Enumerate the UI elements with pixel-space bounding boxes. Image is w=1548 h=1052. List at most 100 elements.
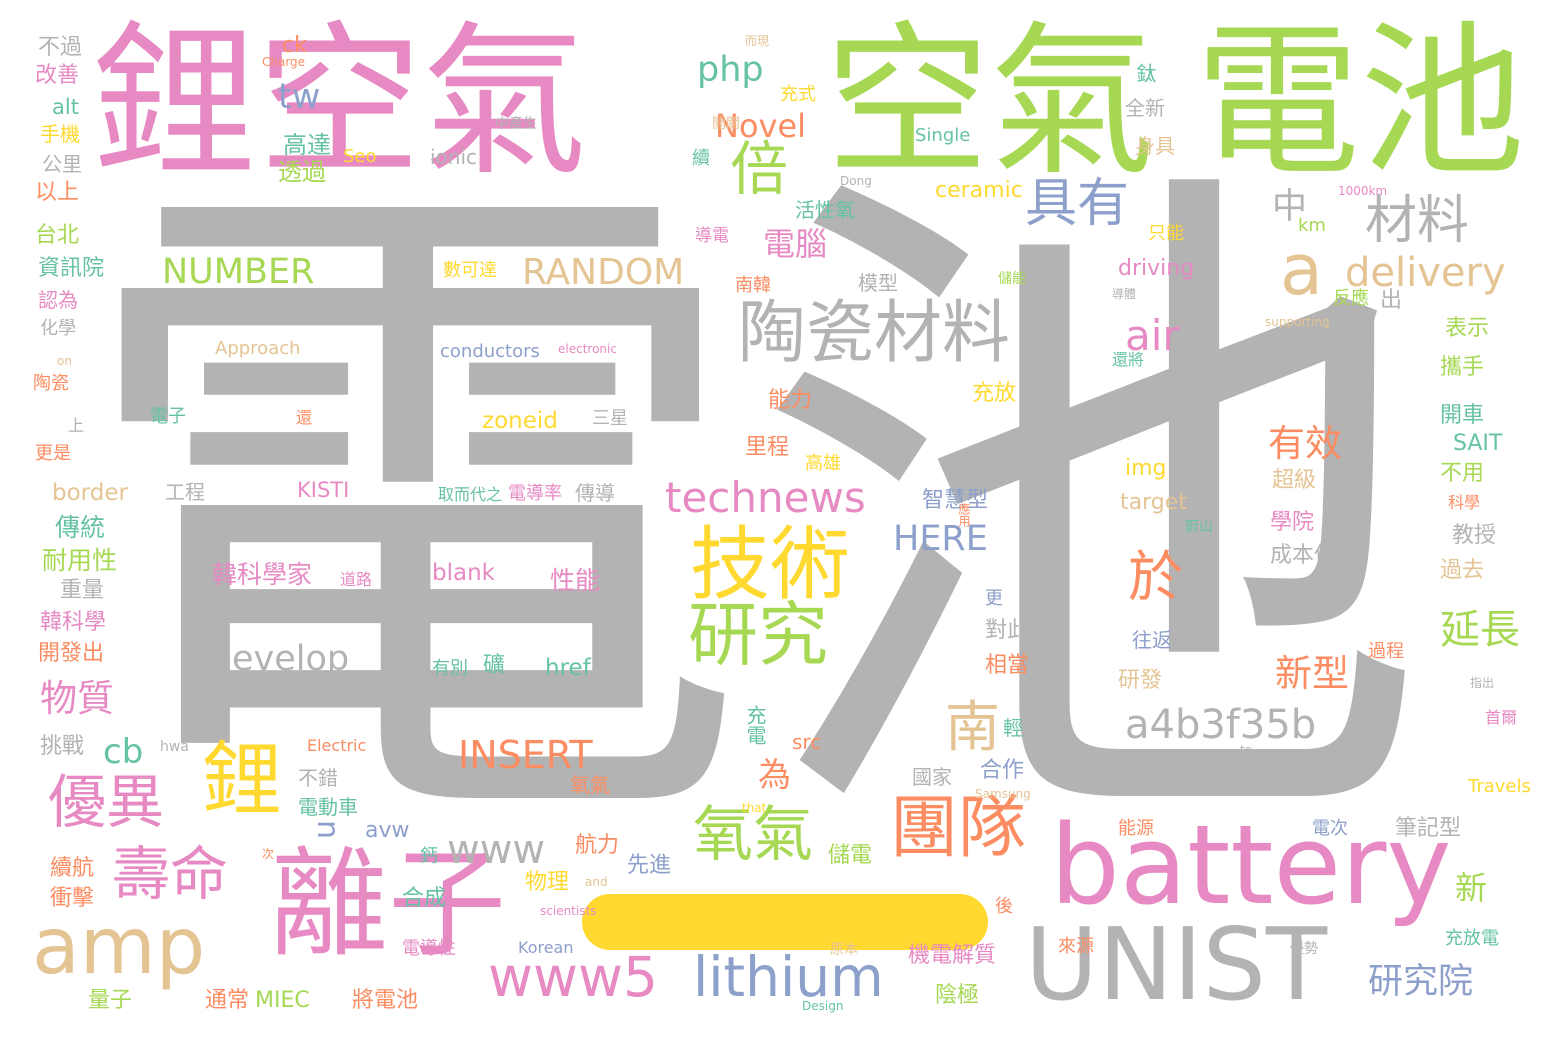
cloud-word: 材料 — [1365, 191, 1470, 251]
cloud-word: 只能 — [1148, 223, 1184, 244]
cloud-word: 礦 — [483, 653, 506, 678]
cloud-word: Design — [802, 999, 844, 1013]
cloud-word: 化學 — [40, 318, 76, 339]
cloud-word: 還將 — [1112, 350, 1145, 369]
cloud-word: 充放 — [972, 381, 1017, 406]
cloud-word: 電腦 — [763, 225, 828, 263]
cloud-word: 攜手 — [1440, 355, 1485, 380]
cloud-word: that — [742, 801, 767, 815]
cloud-word: 出 — [1380, 288, 1403, 313]
cloud-word: lithium — [693, 945, 884, 1009]
cloud-word: 應用 — [957, 503, 971, 527]
cloud-word: 1000km — [1338, 184, 1388, 198]
cloud-word: 數可達 — [443, 260, 497, 281]
yellow-bar — [582, 894, 988, 950]
cloud-word: RANDOM — [522, 252, 685, 293]
cloud-word: conductors — [440, 341, 540, 362]
cloud-word: 鋰空氣 — [92, 6, 587, 198]
cloud-word: Travels — [1468, 776, 1531, 797]
cloud-word: 往返 — [1132, 628, 1172, 652]
cloud-word: 研發 — [1118, 668, 1163, 693]
cloud-word: Electric — [307, 736, 367, 755]
cloud-word: 鈣 — [420, 846, 438, 867]
cloud-word: 倍 — [730, 135, 789, 203]
cloud-word: 導體 — [1112, 287, 1137, 301]
cloud-word: electronic — [558, 342, 617, 356]
cloud-word: 具有 — [1025, 174, 1130, 234]
cloud-word: 中 — [1272, 187, 1308, 227]
cloud-word: 更 — [985, 588, 1003, 609]
cloud-word: delivery — [1345, 250, 1506, 296]
cloud-word: 合作 — [980, 758, 1025, 783]
cloud-word: 模型 — [858, 271, 898, 295]
cloud-word: 對此 — [985, 618, 1030, 643]
cloud-word: 有別 — [432, 658, 468, 679]
cloud-word: 相當 — [985, 653, 1030, 678]
cloud-word: 透過 — [278, 158, 326, 186]
cloud-word: 鋰 — [202, 733, 282, 826]
cloud-word: 重量 — [60, 578, 105, 603]
cloud-word: 氧氣 — [570, 773, 610, 797]
cloud-word: 開車 — [1440, 403, 1485, 428]
cloud-word: 陶瓷材料 — [738, 294, 1011, 373]
cloud-word: 電次 — [1312, 818, 1348, 839]
cloud-word: 新型 — [1275, 652, 1349, 695]
cloud-word: 傳導 — [575, 481, 615, 505]
cloud-word: 通常 — [205, 988, 250, 1013]
cloud-word: border — [52, 480, 128, 506]
cloud-word: MIEC — [255, 988, 310, 1013]
cloud-word: 壽命 — [112, 840, 229, 908]
cloud-word: supporting — [1265, 315, 1330, 329]
cloud-word: 航力 — [575, 833, 620, 858]
cloud-word: 反應 — [1333, 288, 1369, 309]
cloud-word: href — [545, 655, 591, 681]
cloud-word: 衝擊 — [50, 886, 95, 911]
cloud-word: 陶瓷 — [33, 373, 69, 394]
cloud-word: 還 — [296, 408, 313, 427]
cloud-word: 更是 — [35, 443, 71, 464]
cloud-word: scientists — [540, 904, 597, 918]
cloud-word: php — [697, 50, 764, 90]
cloud-word: Single — [915, 125, 971, 146]
cloud-word: 研究 — [688, 594, 828, 676]
cloud-word: 南韓 — [735, 275, 771, 296]
cloud-word: cb — [103, 732, 144, 772]
cloud-word: INSERT — [458, 733, 593, 777]
cloud-word: 充式 — [780, 84, 816, 105]
cloud-word: 來源 — [1058, 936, 1094, 957]
cloud-word: 優異 — [48, 768, 165, 836]
cloud-word: 電子 — [150, 406, 186, 427]
cloud-word: 南 — [945, 695, 1001, 759]
cloud-word: Dong — [840, 174, 872, 188]
cloud-word: 不用 — [1440, 461, 1485, 486]
cloud-word: 次 — [262, 847, 275, 861]
cloud-word: Charge — [262, 55, 306, 69]
cloud-word: 優勢 — [1290, 941, 1318, 957]
cloud-word: and — [585, 875, 608, 889]
cloud-word: UNIST — [1025, 906, 1328, 1023]
cloud-word: 筆記型 — [1395, 816, 1462, 841]
cloud-word: 公里 — [42, 152, 82, 176]
cloud-word: 傳統 — [55, 513, 106, 542]
cloud-word: HERE — [893, 519, 988, 559]
cloud-word: km — [1298, 215, 1326, 236]
cloud-word: Develop — [205, 639, 350, 679]
cloud-word: hwa — [160, 739, 189, 755]
cloud-word: img — [1125, 456, 1167, 481]
cloud-word: 開發出 — [38, 641, 105, 666]
cloud-word: 智慧型 — [922, 488, 989, 513]
cloud-word: air — [1125, 311, 1180, 360]
cloud-word: 高雄 — [805, 453, 841, 474]
cloud-word: 物質 — [40, 677, 114, 720]
cloud-word: n — [310, 820, 345, 840]
cloud-word: 性能 — [550, 566, 601, 595]
cloud-word: SAIT — [1453, 431, 1503, 456]
cloud-word: alt — [52, 95, 79, 119]
cloud-word: 過程 — [1368, 641, 1404, 662]
cloud-word: on — [57, 354, 72, 368]
cloud-word: 取而代之 — [438, 485, 503, 504]
cloud-word: 上 — [68, 416, 85, 435]
cloud-word: 挑戰 — [40, 734, 85, 759]
cloud-word: 認為 — [38, 288, 78, 312]
cloud-word: 電導性 — [402, 938, 456, 959]
